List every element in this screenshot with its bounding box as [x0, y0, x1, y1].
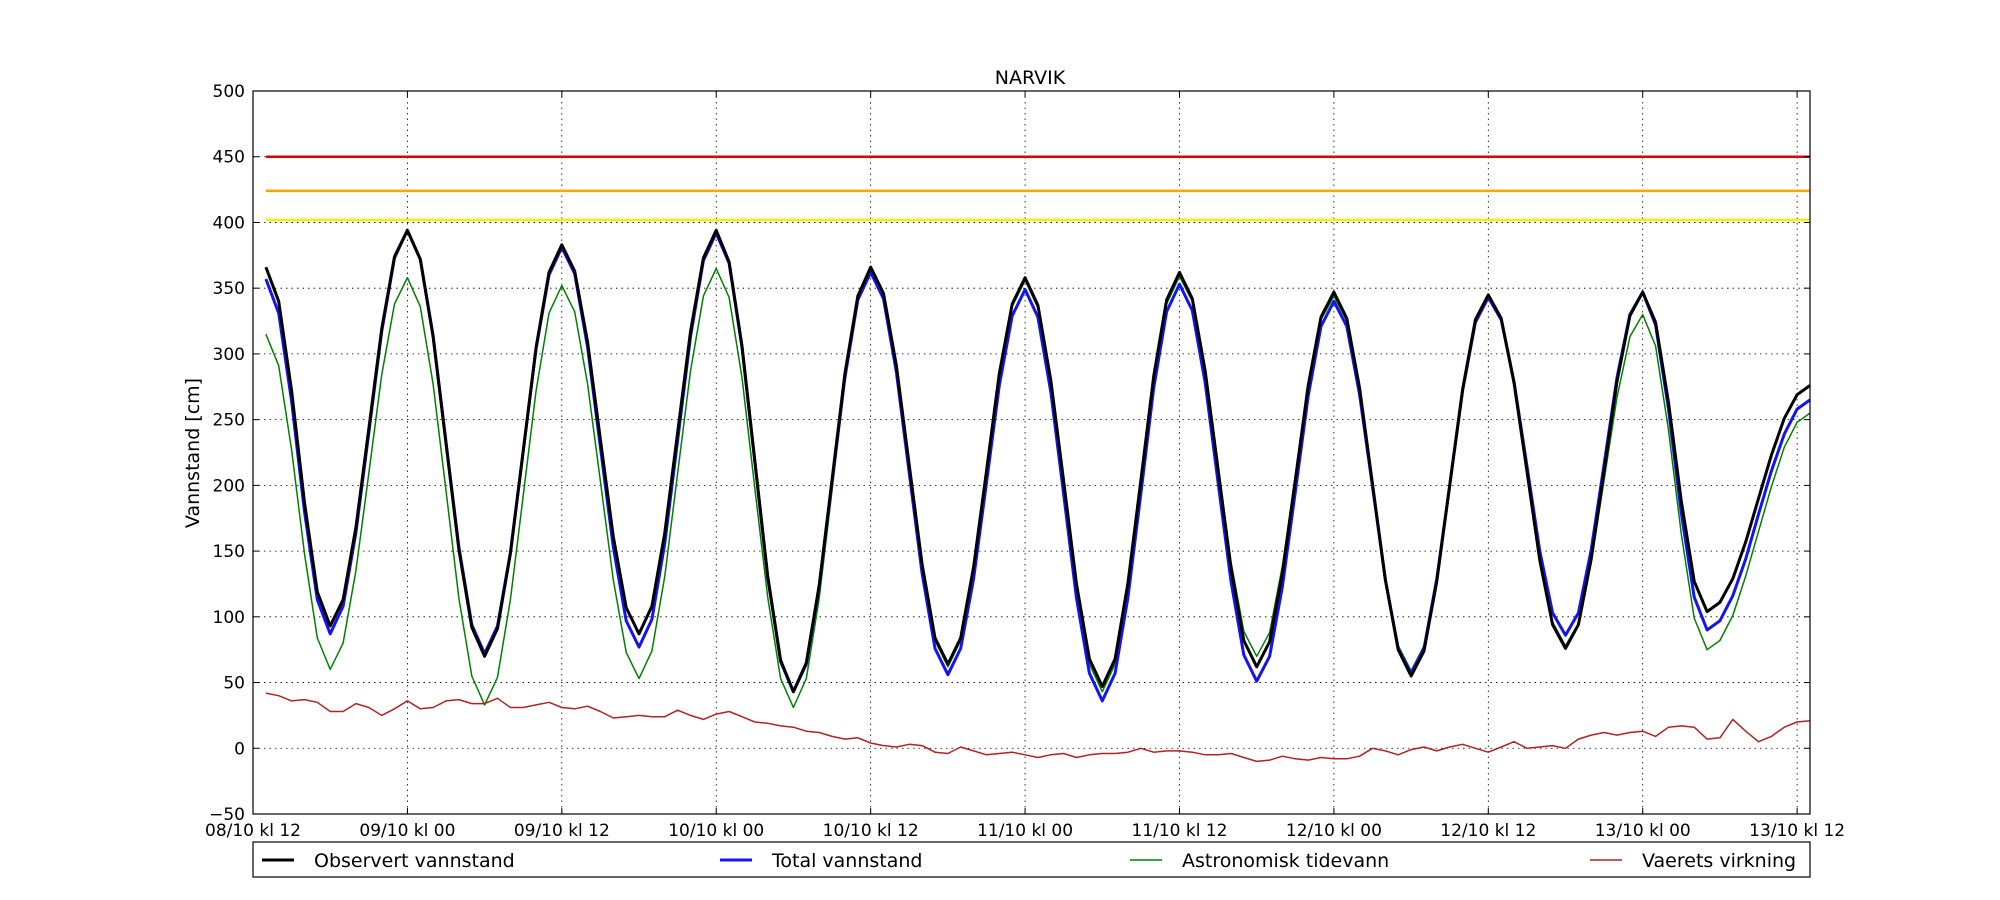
y-axis-label: Vannstand [cm]	[182, 378, 204, 528]
legend-frame	[252, 841, 1811, 878]
x-tick-label: 12/10 kl 00	[1286, 821, 1382, 841]
x-tick-label: 11/10 kl 00	[977, 821, 1073, 841]
series-lines	[264, 228, 1811, 763]
chart-title: NARVIK	[995, 67, 1066, 89]
x-tick-label: 11/10 kl 12	[1131, 821, 1227, 841]
legend: Observert vannstand Total vannstand Astron…	[252, 841, 1811, 878]
x-tick-label: 10/10 kl 12	[823, 821, 919, 841]
x-tick-label: 08/10 kl 12	[205, 821, 301, 841]
y-tick-label: 350	[213, 279, 245, 299]
x-tick-label: 12/10 kl 12	[1440, 821, 1536, 841]
y-tick-label: −50	[209, 805, 245, 825]
x-tick-label: 09/10 kl 12	[514, 821, 610, 841]
y-tick-label: 400	[213, 213, 245, 233]
y-tick-label: 0	[234, 739, 245, 759]
series-line-observert-vannstand	[264, 228, 1811, 694]
y-tick-label: 300	[213, 345, 245, 365]
series-line-vaerets-virkning	[265, 692, 1811, 763]
y-tick-label: 150	[213, 542, 245, 562]
plot-frame	[252, 90, 1811, 815]
axis-ticks: −50 0 50 100 150 200 250 300 350 400 450 500 08/10 k…	[205, 82, 1845, 841]
y-tick-label: 50	[223, 674, 245, 694]
legend-label: Total vannstand	[771, 850, 922, 872]
legend-label: Vaerets virkning	[1642, 850, 1796, 872]
y-tick-label: 250	[213, 411, 245, 431]
x-tick-label: 09/10 kl 00	[359, 821, 455, 841]
y-tick-label: 100	[213, 608, 245, 628]
reference-lines	[265, 155, 1810, 222]
x-tick-label: 13/10 kl 12	[1749, 821, 1845, 841]
legend-label: Observert vannstand	[314, 850, 515, 872]
y-tick-label: 500	[213, 82, 245, 102]
y-tick-label: 450	[213, 148, 245, 168]
x-tick-label: 10/10 kl 00	[668, 821, 764, 841]
legend-label: Astronomisk tidevann	[1182, 850, 1389, 872]
y-tick-label: 200	[213, 476, 245, 496]
x-tick-label: 13/10 kl 00	[1595, 821, 1691, 841]
